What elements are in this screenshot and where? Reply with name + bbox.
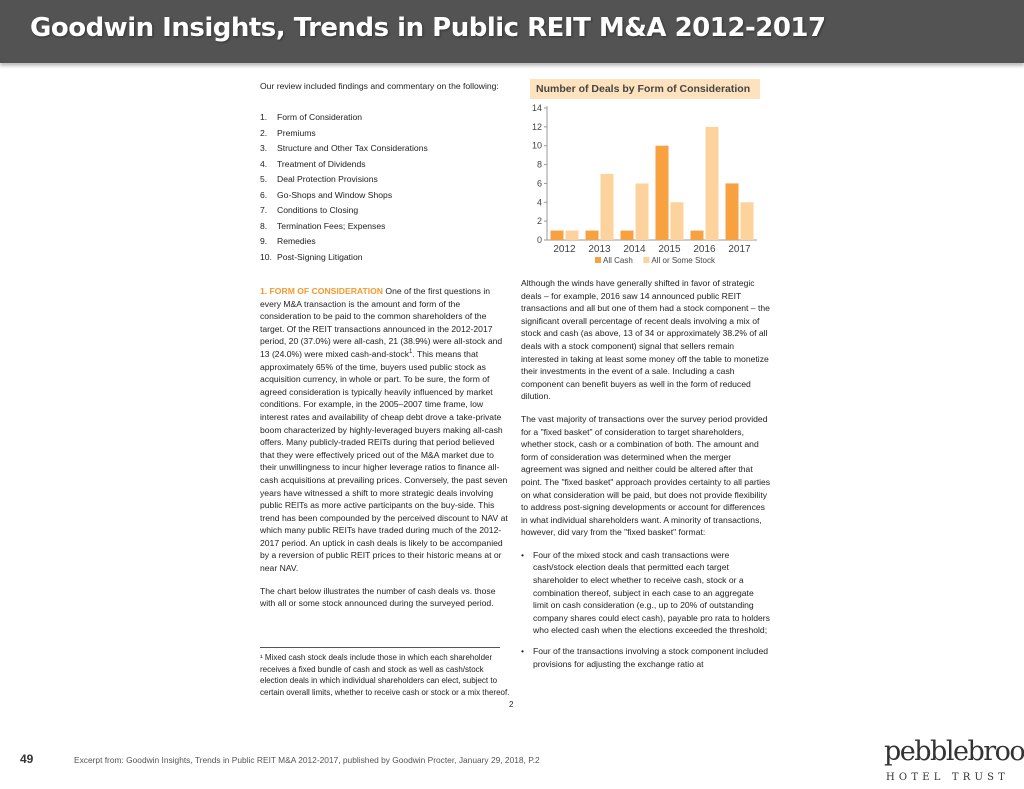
topic-label: Form of Consideration [277, 112, 363, 122]
bar-all-cash-2014 [620, 230, 634, 240]
topic-number: 9. [260, 236, 268, 246]
slide-number: 49 [20, 752, 34, 766]
fixed-basket-paragraph: The vast majority of transactions over t… [521, 413, 771, 538]
topic-number: 10. [260, 251, 272, 262]
topic-item: 5. Deal Protection Provisions [260, 172, 500, 188]
footnote-ref: 1 [409, 349, 413, 356]
deals-chart: Number of Deals by Form of Consideration… [525, 78, 765, 274]
topic-item: 2. Premiums [260, 126, 500, 142]
bar-all-or-some-stock-2017 [740, 202, 754, 240]
topic-number: 8. [260, 220, 268, 231]
y-tick-label: 10 [532, 141, 542, 151]
topic-label: Deal Protection Provisions [277, 174, 378, 184]
y-tick-label: 14 [532, 103, 542, 113]
y-tick-label: 2 [537, 216, 542, 226]
topic-item: 3. Structure and Other Tax Considerations [260, 141, 500, 157]
topic-label: Post-Signing Litigation [277, 251, 363, 262]
y-tick-label: 12 [532, 122, 542, 132]
bar-all-or-some-stock-2016 [705, 126, 719, 240]
footnote-divider [260, 647, 500, 648]
bar-all-or-some-stock-2012 [565, 230, 579, 240]
x-tick-label: 2013 [588, 244, 611, 255]
pebblebrook-logo: pebblebrook HOTEL TRUST [884, 736, 1024, 786]
topic-item: 10. Post-Signing Litigation [260, 250, 500, 266]
paragraph-text: One of the first questions in every M&A … [260, 286, 503, 359]
bar-all-cash-2012 [550, 230, 564, 240]
logo-wordmark: pebblebrook [884, 736, 1024, 767]
logo-tagline: HOTEL TRUST [886, 772, 1010, 783]
chart-plot: 0 2 4 6 8 10 12 14 2012 2013 2014 2015 2016 2017 All C… [532, 103, 757, 265]
bar-all-cash-2015 [655, 145, 669, 240]
bar-all-or-some-stock-2013 [600, 174, 614, 240]
bullet-item: Four of the mixed stock and cash transac… [521, 549, 771, 637]
topic-label: Premiums [277, 127, 316, 138]
topic-number: 7. [260, 205, 268, 215]
x-tick-label: 2014 [623, 244, 646, 255]
slide-title: Goodwin Insights, Trends in Public REIT … [30, 13, 826, 43]
paragraph-text: . This means that approximately 65% of t… [260, 348, 508, 574]
topic-item: 4. Treatment of Dividends [260, 157, 500, 173]
left-column: 1. FORM OF CONSIDERATION One of the firs… [260, 285, 510, 620]
bar-all-cash-2017 [725, 183, 739, 240]
x-tick-label: 2015 [658, 244, 681, 255]
right-column: Although the winds have generally shifte… [521, 277, 771, 678]
bar-all-cash-2013 [585, 230, 599, 240]
form-of-consideration-paragraph: 1. FORM OF CONSIDERATION One of the firs… [260, 285, 510, 575]
topic-label: Go-Shops and Window Shops [277, 189, 393, 200]
topic-number: 2. [260, 127, 268, 138]
topic-label: Remedies [277, 236, 316, 246]
bar-all-or-some-stock-2014 [635, 183, 649, 240]
topics-list: 1. Form of Consideration 2. Premiums 3. Struc… [260, 110, 500, 265]
topic-label: Conditions to Closing [277, 205, 359, 215]
topic-item: 6. Go-Shops and Window Shops [260, 188, 500, 204]
topic-number: 1. [260, 112, 268, 122]
title-bar: Goodwin Insights, Trends in Public REIT … [0, 0, 1024, 63]
chart-title: Number of Deals by Form of Consideration [530, 79, 760, 99]
topic-item: 8. Termination Fees; Expenses [260, 219, 500, 235]
x-tick-label: 2012 [553, 244, 576, 255]
topic-label: Structure and Other Tax Considerations [277, 143, 428, 153]
topic-number: 5. [260, 174, 268, 184]
chart-intro-paragraph: The chart below illustrates the number o… [260, 585, 496, 609]
bullet-item: Four of the transactions involving a sto… [521, 645, 771, 670]
strategic-deals-paragraph: Although the winds have generally shifte… [521, 278, 770, 402]
topic-item: 7. Conditions to Closing [260, 203, 500, 219]
bar-all-or-some-stock-2015 [670, 202, 684, 240]
y-tick-label: 0 [537, 235, 542, 245]
topic-label: Treatment of Dividends [277, 158, 366, 169]
footnote: ¹ Mixed cash stock deals include those i… [260, 653, 510, 697]
legend-swatch [595, 257, 601, 263]
y-tick-label: 4 [537, 197, 542, 207]
intro-text: Our review included findings and comment… [260, 81, 499, 91]
y-tick-label: 8 [537, 160, 542, 170]
y-tick-label: 6 [537, 178, 542, 188]
bar-all-cash-2016 [690, 230, 704, 240]
legend-label: All or Some Stock [651, 256, 716, 265]
x-tick-label: 2017 [728, 244, 751, 255]
legend-label: All Cash [603, 256, 633, 265]
source-excerpt: Excerpt from: Goodwin Insights, Trends i… [74, 755, 540, 765]
topic-number: 4. [260, 158, 268, 169]
topic-number: 6. [260, 189, 268, 200]
topic-number: 3. [260, 143, 268, 153]
topic-item: 9. Remedies [260, 234, 500, 250]
topic-label: Termination Fees; Expenses [277, 220, 386, 231]
legend-swatch [643, 257, 650, 263]
topic-item: 1. Form of Consideration [260, 110, 500, 126]
x-tick-label: 2016 [693, 244, 716, 255]
bullet-list: Four of the mixed stock and cash transac… [521, 549, 771, 670]
doc-page-number: 2 [509, 700, 514, 709]
section-heading: 1. FORM OF CONSIDERATION [260, 286, 384, 296]
